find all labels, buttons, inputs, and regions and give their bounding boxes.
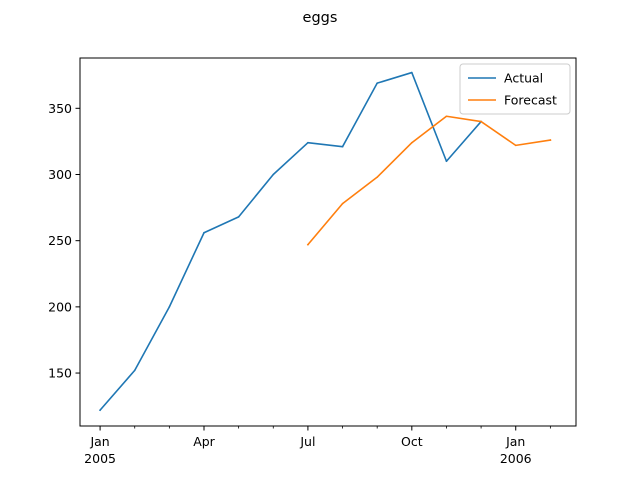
y-tick-label-0: 150: [48, 366, 72, 381]
x-tick-sublabel-0: 2005: [84, 451, 116, 466]
legend: Actual Forecast: [459, 63, 571, 115]
y-axis: 150 200 250 300 350: [48, 101, 80, 381]
data-point-actual-6: [307, 141, 309, 144]
data-point-actual-8: [376, 82, 378, 84]
data-point-forecast-1: [341, 202, 344, 205]
data-point-forecast-2: [376, 176, 378, 178]
legend-label-actual: Actual: [504, 71, 543, 86]
y-tick-label-4: 350: [48, 101, 72, 116]
series-line-actual: [98, 71, 483, 412]
x-tick-label-3: Oct: [401, 434, 423, 449]
data-point-forecast-5: [480, 120, 482, 123]
legend-box: [459, 63, 571, 115]
data-point-actual-3: [203, 231, 205, 234]
x-tick-sublabel-4: 2006: [500, 451, 532, 466]
data-point-actual-9: [411, 71, 413, 74]
data-point-forecast-0: [307, 243, 309, 246]
data-point-actual-5: [272, 173, 275, 176]
data-point-actual-4: [237, 216, 240, 218]
y-tick-label-3: 300: [48, 167, 72, 182]
legend-label-forecast: Forecast: [504, 93, 557, 108]
data-point-actual-7: [341, 145, 344, 148]
x-axis: Jan 2005 Apr Jul Oct Jan 2006: [84, 426, 551, 466]
x-tick-label-4: Jan: [505, 434, 525, 449]
chart-title: eggs: [303, 10, 338, 26]
data-point-forecast-4: [445, 115, 448, 118]
x-tick-label-2: Jul: [299, 434, 315, 449]
data-point-forecast-7: [549, 139, 552, 141]
x-tick-label-0: Jan: [89, 434, 109, 449]
x-tick-label-1: Apr: [193, 434, 215, 449]
data-point-actual-0: [99, 409, 101, 411]
series-line-forecast: [306, 115, 552, 246]
y-tick-label-2: 250: [48, 233, 72, 248]
data-point-forecast-6: [514, 144, 517, 147]
data-point-actual-2: [168, 306, 171, 308]
data-point-actual-10: [445, 160, 448, 163]
series-layer: [98, 71, 552, 412]
data-point-forecast-3: [411, 141, 413, 144]
data-point-actual-1: [133, 369, 136, 372]
y-tick-label-1: 200: [48, 299, 72, 314]
plot-frame: [79, 57, 577, 427]
